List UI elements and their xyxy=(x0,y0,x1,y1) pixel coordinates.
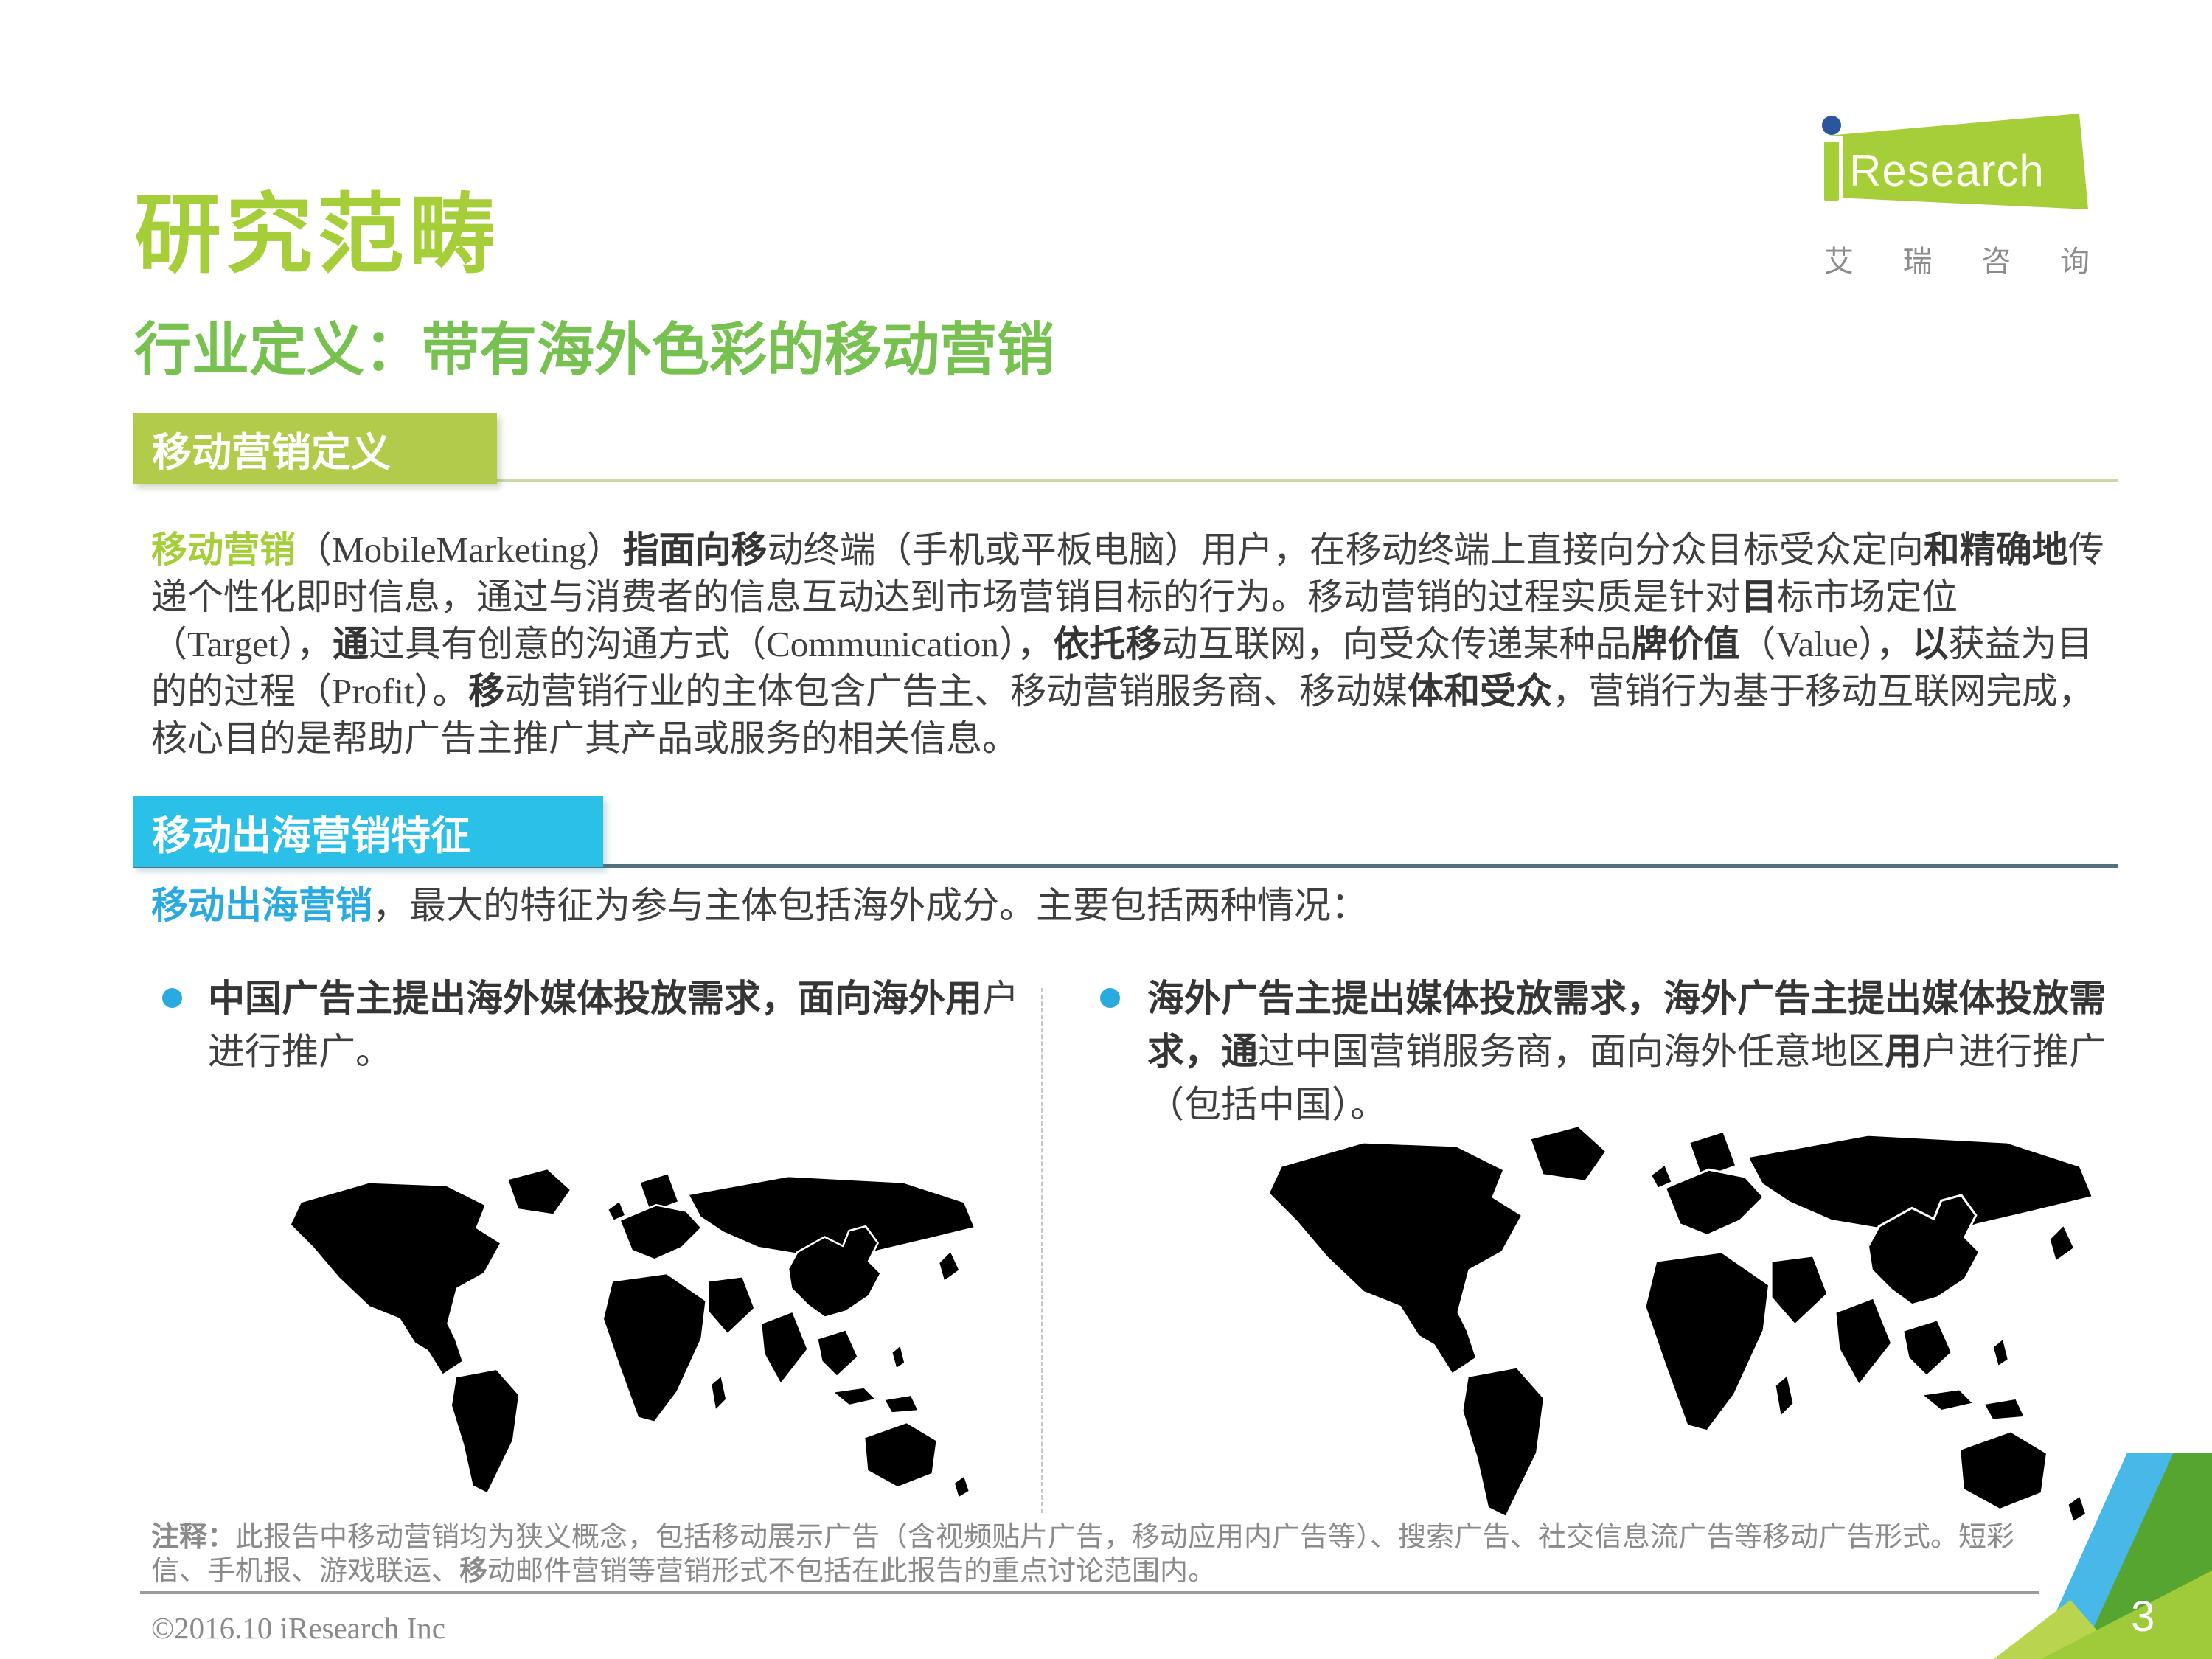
page-subtitle: 行业定义：带有海外色彩的移动营销 xyxy=(134,318,1055,382)
page-title: 研究范畴 xyxy=(134,187,501,284)
logo-banner xyxy=(1827,114,2088,209)
bullet-dot xyxy=(162,988,182,1008)
column-divider xyxy=(1041,988,1043,1513)
logo-cn-char: 询 xyxy=(2059,246,2090,278)
iresearch-logo: Research xyxy=(1820,114,2088,209)
blue-section-rule xyxy=(133,864,2118,868)
footer-rule xyxy=(140,1591,2039,1594)
world-map-china-highlighted xyxy=(289,1167,976,1500)
corner-yellowgreen-shape xyxy=(2041,1571,2212,1659)
green-section-rule xyxy=(133,479,2118,482)
section-header-definition: 移动营销定义 xyxy=(133,413,497,484)
bullet-dot xyxy=(1100,988,1120,1008)
logo-cn-char: 艾 xyxy=(1824,246,1854,278)
section-header-definition-label: 移动营销定义 xyxy=(152,430,391,475)
logo-brand-text: Research xyxy=(1849,146,2045,195)
bullet-overseas-advertisers: 海外广告主提出媒体投放需求，海外广告主提出媒体投放需求，通过中国营销服务商，面向… xyxy=(1147,978,2106,1125)
section-header-features-label: 移动出海营销特征 xyxy=(152,813,470,858)
footnote: 注释：此报告中移动营销均为狭义概念，包括移动展示广告（含视频贴片广告，移动应用内… xyxy=(151,1522,2015,1587)
bullet-china-advertisers: 中国广告主提出海外媒体投放需求，面向海外用户进行推广。 xyxy=(208,978,1019,1072)
section-header-features: 移动出海营销特征 xyxy=(133,796,603,867)
page-number: 3 xyxy=(2131,1593,2154,1641)
copyright: ©2016.10 iResearch Inc xyxy=(151,1611,445,1645)
definition-paragraph: 移动营销（MobileMarketing）指面向移动终端（手机或平板电脑）用户，… xyxy=(151,529,2104,759)
logo-i-dot xyxy=(1822,116,1841,135)
logo-chinese-name: 艾 瑞 咨 询 xyxy=(1824,237,2090,280)
logo-cn-char: 咨 xyxy=(1981,246,2011,278)
corner-decoration: 3 xyxy=(1994,1453,2212,1659)
features-intro: 移动出海营销，最大的特征为参与主体包括海外成分。主要包括两种情况： xyxy=(151,885,1368,926)
logo-cn-char: 瑞 xyxy=(1902,246,1933,278)
logo-i-stem xyxy=(1824,142,1839,201)
